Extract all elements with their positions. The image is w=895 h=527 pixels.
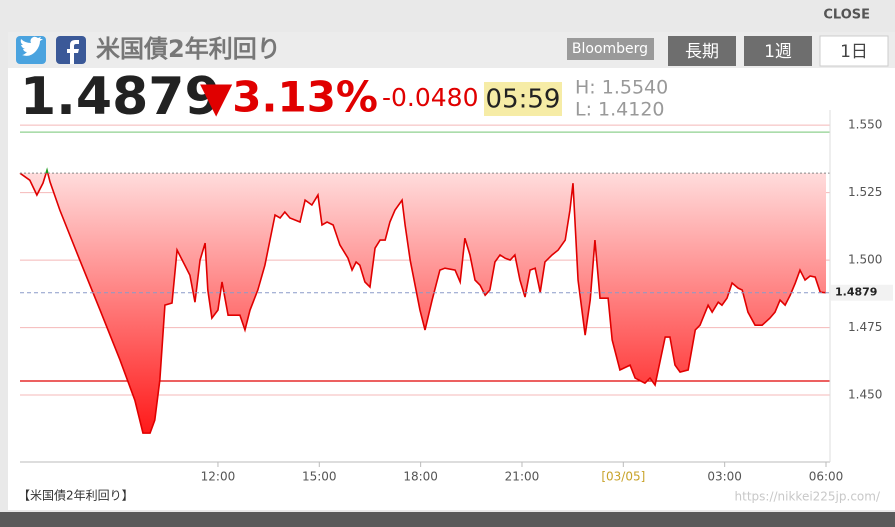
current-badge xyxy=(831,284,893,301)
x-tick-label: 06:00 xyxy=(809,470,844,484)
high: H: 1.5540 xyxy=(575,77,668,99)
current-label: 1.4879 xyxy=(835,286,877,299)
watermark: https://nikkei225jp.com/ xyxy=(735,490,881,504)
x-tick-label: [03/05] xyxy=(601,470,645,484)
x-tick-label: 12:00 xyxy=(201,470,236,484)
close-button[interactable]: CLOSE xyxy=(823,8,870,23)
tab[interactable] xyxy=(668,36,736,66)
change-percent: ▼3.13% xyxy=(200,73,378,122)
caption: 【米国債2年利回り】 xyxy=(18,488,134,503)
y-tick-label: 1.475 xyxy=(848,320,882,334)
change: -0.0480 xyxy=(382,83,479,112)
time: 05:59 xyxy=(486,85,561,115)
x-tick-label: 15:00 xyxy=(302,470,337,484)
y-tick-label: 1.550 xyxy=(848,118,882,132)
price: 1.4879 xyxy=(20,67,221,127)
bottom-bar xyxy=(0,512,895,527)
x-tick-label: 03:00 xyxy=(707,470,742,484)
plot: 1.550 1.525 1.500 1.475 1.450 1.4879 12:00 15:0… xyxy=(19,110,893,484)
y-tick-label: 1.525 xyxy=(848,185,882,199)
facebook-glyph xyxy=(67,40,79,64)
x-tick-label: 21:00 xyxy=(505,470,540,484)
tab-label: 1日 xyxy=(840,42,868,62)
source-badge xyxy=(567,38,654,60)
tab[interactable] xyxy=(744,36,812,66)
line xyxy=(19,173,827,434)
twitter-glyph xyxy=(20,36,43,56)
tab-label: 長期 xyxy=(685,42,719,62)
y-tick-label: 1.500 xyxy=(848,253,882,267)
tab[interactable] xyxy=(819,35,889,67)
time-badge xyxy=(484,82,562,116)
title: 米国債2年利回り xyxy=(96,35,281,63)
x-tick-label: 18:00 xyxy=(403,470,438,484)
source: Bloomberg xyxy=(572,41,648,57)
tabs: 長期 1週 1日 xyxy=(668,35,889,67)
tab-label: 1週 xyxy=(764,42,792,62)
low: L: 1.4120 xyxy=(575,99,665,121)
y-tick-label: 1.450 xyxy=(848,388,882,402)
